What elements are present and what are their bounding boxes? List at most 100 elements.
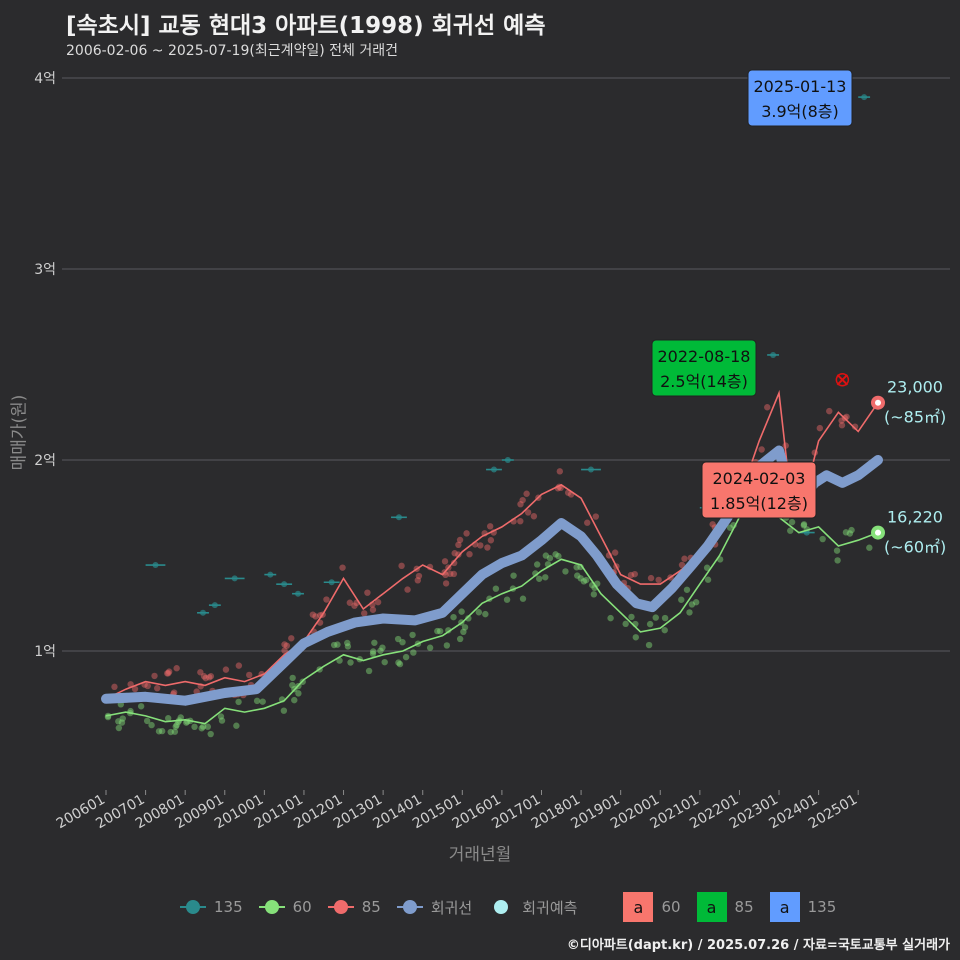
scatter-point (177, 714, 184, 721)
scatter-point (510, 572, 517, 579)
prediction-point-center (875, 399, 881, 406)
y-tick-label: 1억 (34, 644, 56, 660)
scatter-point (632, 634, 640, 641)
scatter-point (172, 723, 179, 730)
scatter-point (628, 613, 635, 621)
scatter-point (517, 500, 524, 508)
prediction-size: (~60㎡) (884, 538, 946, 557)
scatter-point (351, 602, 358, 609)
scatter-point (848, 526, 855, 534)
scatter-point (455, 551, 462, 558)
scatter-point (519, 595, 527, 602)
y-tick-label: 4억 (34, 71, 56, 87)
scatter-point (842, 529, 850, 536)
scatter-point (173, 721, 180, 729)
legend-item-85: 85 (327, 897, 381, 917)
scatter-point (800, 521, 808, 528)
scatter-point (645, 641, 653, 649)
scatter-point (291, 696, 298, 704)
scatter-point (344, 643, 352, 650)
scatter-point (484, 544, 491, 551)
scatter-point (409, 631, 416, 639)
scatter-point (365, 667, 373, 675)
legend-box-135: a 135 (769, 892, 836, 922)
scatter-point (235, 662, 243, 669)
scatter-point (235, 698, 242, 706)
scatter-point (492, 585, 500, 592)
chart-title: [속초시] 교동 현대3 아파트(1998) 회귀선 예측 (66, 13, 546, 39)
scatter-point (686, 609, 693, 616)
scatter-point (281, 647, 288, 654)
scatter-point (758, 446, 765, 453)
scatter-point (191, 723, 198, 731)
x-axis-label: 거래년월 (448, 845, 512, 865)
scatter-point (646, 620, 654, 628)
scatter-point (838, 422, 846, 429)
scatter-point (542, 552, 550, 559)
scatter-point (477, 542, 484, 549)
scatter-point (517, 517, 524, 525)
scatter-point (115, 718, 122, 725)
scatter-point (289, 674, 296, 682)
scatter-point (788, 518, 796, 526)
scatter-point (524, 509, 532, 516)
scatter-point (866, 544, 873, 551)
scatter-point (441, 558, 449, 565)
scatter-point (115, 724, 123, 732)
legend-item-60: 60 (258, 897, 312, 917)
prediction-markers: 23,000 (~85㎡) 16,220 (~60㎡) (871, 378, 946, 557)
scatter-point (447, 570, 454, 578)
scatter-point (764, 404, 771, 411)
scatter-point (399, 638, 406, 646)
scatter-point (535, 575, 543, 582)
scatter-point (456, 635, 464, 643)
prediction-size: (~85㎡) (884, 408, 946, 427)
scatter-point (819, 535, 826, 543)
scatter-point (834, 557, 841, 564)
scatter-point (607, 614, 614, 622)
annotation-price: 2.5억(14층) (660, 372, 748, 391)
scatter-point (456, 536, 464, 544)
scatter-point (398, 562, 405, 570)
scatter-point (151, 672, 158, 680)
y-tick-label: 3억 (34, 262, 56, 278)
legend-item-135: 135 (180, 897, 243, 917)
scatter-point (577, 575, 584, 582)
y-tick-label: 2억 (34, 453, 56, 469)
scatter-point (681, 555, 688, 562)
scatter-point (164, 670, 171, 677)
point-135 (295, 590, 302, 597)
scatter-point (546, 554, 554, 562)
scatter-point (461, 624, 469, 631)
scatter-point (655, 576, 662, 584)
scatter-point (450, 559, 458, 567)
scatter-point (582, 576, 590, 584)
scatter-point (458, 608, 465, 615)
point-135 (395, 514, 402, 521)
scatter-point (281, 641, 288, 648)
scatter-point (336, 657, 343, 664)
scatter-point (851, 423, 859, 430)
scatter-point (217, 713, 225, 720)
annotation-price: 3.9억(8층) (761, 102, 839, 121)
point-135 (231, 575, 238, 582)
scatter-point (369, 648, 377, 655)
legend-label-60: 60 (292, 898, 312, 916)
scatter-point (339, 564, 346, 571)
scatter-point (379, 644, 386, 651)
scatter-point (167, 728, 174, 736)
scatter-point (533, 561, 541, 568)
scatter-point (631, 570, 638, 578)
chart-subtitle: 2006-02-06 ~ 2025-07-19(최근계약일) 전체 거래건 (66, 43, 398, 59)
scatter-point (173, 665, 180, 672)
scatter-point (552, 551, 559, 558)
scatter-point (111, 683, 118, 691)
scatter-point (688, 601, 696, 608)
scatter-point (119, 715, 126, 722)
scatter-point (198, 725, 205, 732)
scatter-point (396, 660, 404, 668)
scatter-point (118, 719, 126, 726)
scatter-point (218, 717, 226, 724)
annotation-date: 2022-08-18 (658, 347, 751, 366)
